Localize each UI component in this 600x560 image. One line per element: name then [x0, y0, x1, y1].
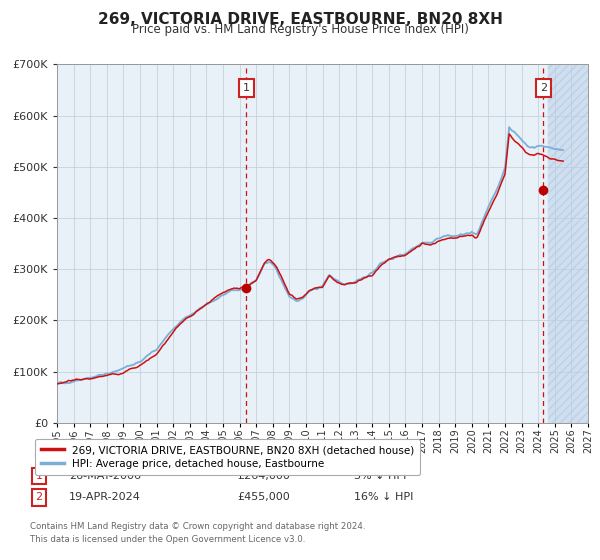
Legend: 269, VICTORIA DRIVE, EASTBOURNE, BN20 8XH (detached house), HPI: Average price, : 269, VICTORIA DRIVE, EASTBOURNE, BN20 8X…: [35, 439, 420, 475]
Bar: [548, 64, 588, 423]
Text: 26-MAY-2006: 26-MAY-2006: [69, 471, 141, 481]
Text: 16% ↓ HPI: 16% ↓ HPI: [354, 492, 413, 502]
Text: 1: 1: [242, 83, 250, 93]
Text: This data is licensed under the Open Government Licence v3.0.: This data is licensed under the Open Gov…: [30, 534, 305, 544]
Text: 2: 2: [35, 492, 43, 502]
Text: £264,000: £264,000: [237, 471, 290, 481]
Text: 269, VICTORIA DRIVE, EASTBOURNE, BN20 8XH: 269, VICTORIA DRIVE, EASTBOURNE, BN20 8X…: [98, 12, 502, 27]
Text: Price paid vs. HM Land Registry's House Price Index (HPI): Price paid vs. HM Land Registry's House …: [131, 23, 469, 36]
Text: Contains HM Land Registry data © Crown copyright and database right 2024.: Contains HM Land Registry data © Crown c…: [30, 522, 365, 531]
Bar: [548, 64, 588, 423]
Text: 19-APR-2024: 19-APR-2024: [69, 492, 141, 502]
Text: 3% ↓ HPI: 3% ↓ HPI: [354, 471, 406, 481]
Text: 2: 2: [539, 83, 547, 93]
Text: 1: 1: [35, 471, 43, 481]
Text: £455,000: £455,000: [237, 492, 290, 502]
